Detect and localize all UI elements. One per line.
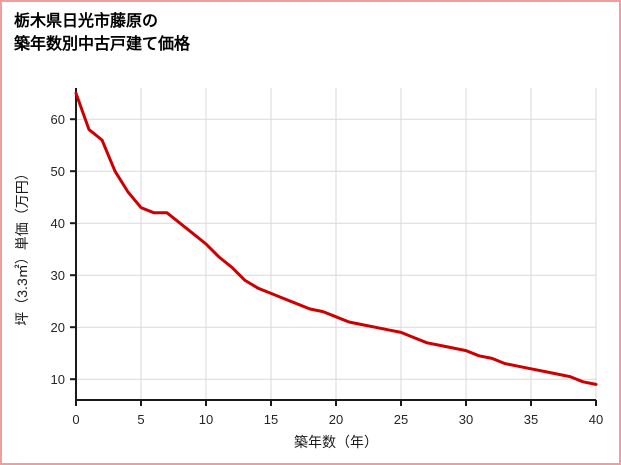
y-tick-label: 10 xyxy=(51,372,65,387)
x-tick-label: 15 xyxy=(264,412,278,427)
x-axis-label: 築年数（年） xyxy=(294,434,378,450)
x-tick-label: 30 xyxy=(459,412,473,427)
x-tick-label: 25 xyxy=(394,412,408,427)
y-tick-label: 40 xyxy=(51,216,65,231)
y-tick-label: 60 xyxy=(51,112,65,127)
y-tick-label: 20 xyxy=(51,320,65,335)
y-tick-label: 50 xyxy=(51,164,65,179)
chart-title-line2: 築年数別中古戸建て価格 xyxy=(14,36,191,54)
x-tick-label: 35 xyxy=(524,412,538,427)
x-tick-label: 5 xyxy=(137,412,144,427)
price-line xyxy=(74,91,598,386)
price-line-chart: 0 5 10 15 20 25 30 35 40 10 20 30 40 50 60 xyxy=(51,88,603,427)
x-tick-label: 0 xyxy=(72,412,79,427)
y-tick-label: 30 xyxy=(51,268,65,283)
x-tick-label: 40 xyxy=(589,412,603,427)
chart-title: 栃木県日光市藤原の 築年数別中古戸建て価格 xyxy=(14,10,190,56)
chart-title-line1: 栃木県日光市藤原の xyxy=(14,13,159,30)
x-tick-label: 10 xyxy=(199,412,213,427)
x-tick-label: 20 xyxy=(329,412,343,427)
